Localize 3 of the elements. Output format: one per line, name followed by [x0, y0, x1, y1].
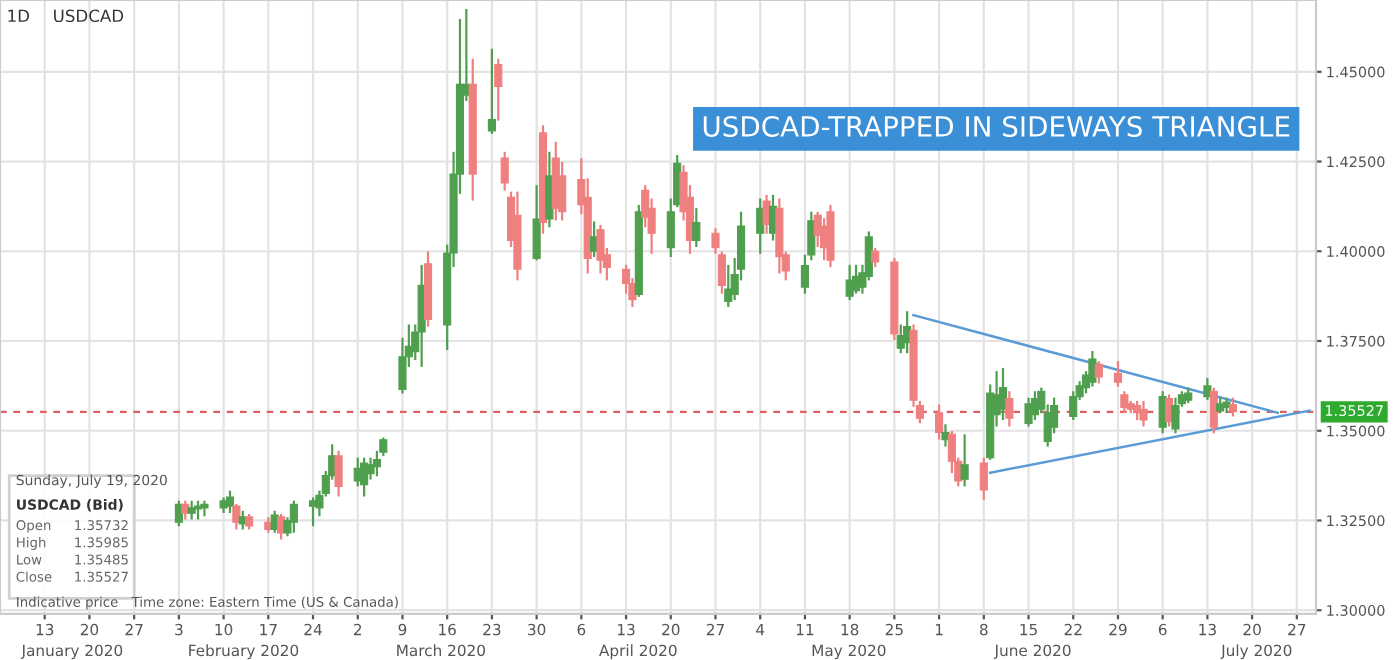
- text: USDCAD-TRAPPED IN SIDEWAYS TRIANGLE: [703, 115, 1290, 137]
- annotation: 1D: [8, 9, 30, 22]
- annotation: USDCAD: [54, 9, 124, 23]
